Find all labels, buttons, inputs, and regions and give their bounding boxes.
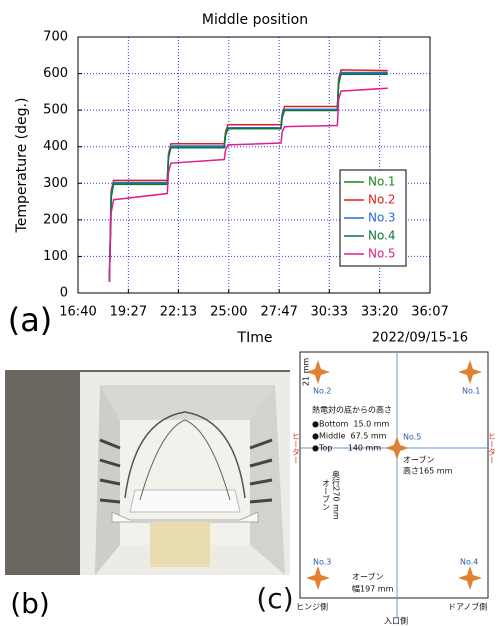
panel-label: (a)	[8, 301, 53, 339]
y-axis-label: Temperature (deg.)	[14, 98, 30, 234]
point-label: No.4	[460, 558, 478, 567]
legend-label: No.3	[368, 211, 396, 225]
side-label: ヒンジ側	[296, 602, 328, 612]
dimension: 21 mm	[302, 358, 311, 387]
y-tick-label: 500	[43, 103, 68, 118]
y-tick-label: 700	[43, 30, 68, 45]
x-tick-label: 27:47	[260, 305, 297, 320]
height-item: ●Middle 67.5 mm	[312, 432, 387, 441]
y-tick-label: 200	[43, 212, 68, 227]
legend-label: No.5	[368, 247, 396, 261]
x-tick-label: 16:40	[59, 305, 96, 320]
panel-label: (c)	[256, 582, 293, 615]
width-label: 幅197 mm	[352, 584, 394, 594]
point-label: No.2	[313, 387, 331, 396]
body: Middle position Temperature (deg.) TIme …	[0, 0, 498, 626]
y-tick-label: 0	[60, 286, 68, 301]
x-tick-label: 22:13	[160, 305, 197, 320]
point-label: No.1	[462, 387, 480, 396]
sensor-marker	[458, 566, 482, 590]
y-tick-label: 300	[43, 176, 68, 191]
figure: Middle position Temperature (deg.) TIme …	[0, 0, 498, 626]
height-label: 高さ165 mm	[403, 466, 453, 476]
diagram: 21 mm No.1 No.2 No.3 No.4 No.5 熱電対の底からの高…	[256, 352, 496, 626]
y-tick-label: 400	[43, 139, 68, 154]
width-label: オーブン	[352, 572, 384, 582]
chart: 0 100 200 300 400 500 600 700 16:40 19:27 22:13 25:…	[43, 30, 449, 320]
chart-title: Middle position	[202, 12, 308, 28]
sensor-marker	[306, 566, 330, 590]
side-label: ドアノブ側	[448, 602, 487, 612]
legend-label: No.2	[368, 193, 396, 207]
x-axis-label: TIme	[237, 330, 273, 346]
x-tick-label: 25:00	[210, 305, 247, 320]
annotation: 2022/09/15-16	[372, 331, 468, 346]
x-tick-label: 36:07	[411, 305, 448, 320]
brick	[150, 522, 210, 567]
x-tick-label: 30:33	[311, 305, 348, 320]
point-label: No.3	[313, 558, 331, 567]
height-label: オーブン	[403, 455, 435, 465]
x-tick-label: 33:20	[361, 305, 398, 320]
x-tick-label: 19:27	[110, 305, 147, 320]
height-item: ●Bottom 15.0 mm	[312, 420, 390, 429]
legend-label: No.1	[368, 175, 396, 189]
point-label: No.5	[403, 433, 421, 442]
y-tick-label: 100	[43, 249, 68, 264]
plate	[130, 490, 240, 512]
depth-label: オーブン	[322, 479, 331, 511]
legend-label: No.4	[368, 229, 396, 243]
heights-title: 熱電対の底からの高さ	[312, 405, 392, 415]
heater-label: ヒーター	[488, 432, 497, 464]
oven-top	[100, 385, 275, 420]
height-item: ●Top 140 mm	[312, 444, 381, 453]
y-tick-label: 600	[43, 66, 68, 81]
page: {"chart_data": {"type": "line", "label":…	[0, 0, 498, 626]
panel-label: (b)	[10, 587, 50, 620]
photo: (b)	[5, 370, 290, 620]
sensor-marker	[458, 360, 482, 384]
side-label: 入口側	[384, 616, 408, 626]
depth-label: 奥行270 mm	[332, 469, 341, 520]
heater-label: ヒーター	[292, 432, 301, 464]
